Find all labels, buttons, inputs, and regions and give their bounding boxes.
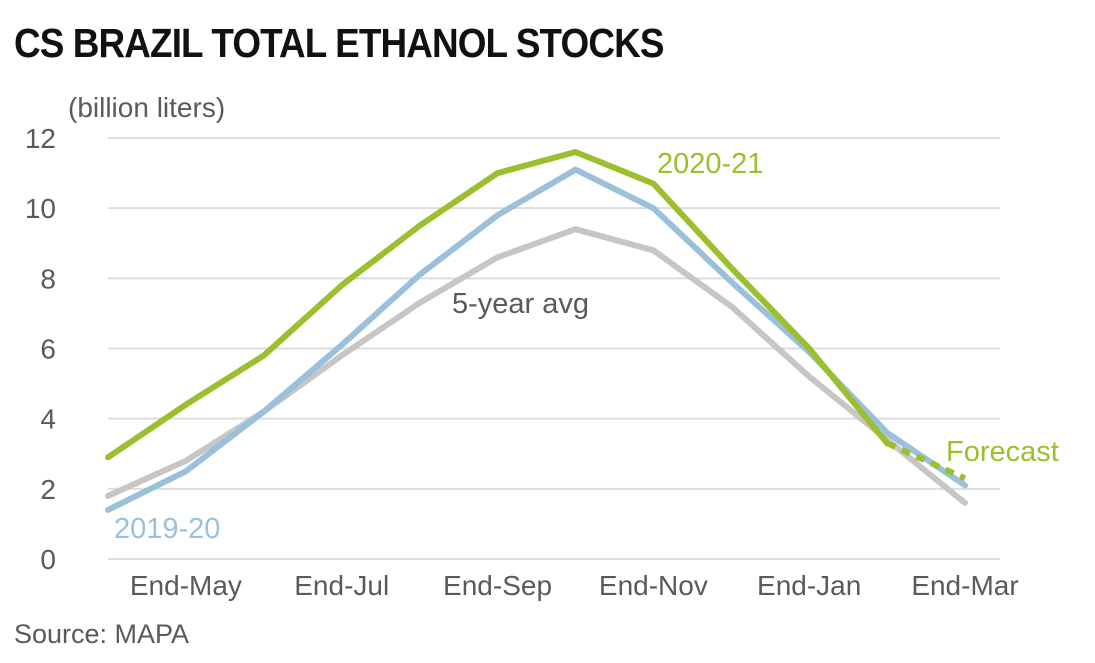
y-axis-ticks: 0 2 4 6 8 10 12 — [25, 123, 56, 575]
series-line-2019-20 — [105, 166, 968, 513]
x-tick-label: End-May — [130, 570, 242, 601]
series-label-2020-21: 2020-21 — [657, 148, 763, 180]
chart-title: CS BRAZIL TOTAL ETHANOL STOCKS — [14, 20, 664, 66]
y-axis-unit-label: (billion liters) — [68, 92, 226, 123]
x-tick-label: End-Jan — [757, 570, 861, 601]
y-tick-label: 2 — [40, 474, 56, 505]
series-line-5-year-avg — [105, 226, 968, 506]
y-tick-label: 10 — [25, 193, 56, 224]
forecast-label: Forecast — [946, 436, 1059, 468]
y-tick-label: 4 — [40, 404, 56, 435]
series-label-2019-20: 2019-20 — [114, 513, 220, 545]
series-annotations: 2020-21 5-year avg 2019-20 Forecast — [114, 148, 1059, 545]
x-tick-label: End-Mar — [911, 570, 1018, 601]
series-lines — [105, 149, 968, 513]
y-tick-label: 8 — [40, 263, 56, 294]
x-tick-label: End-Jul — [294, 570, 389, 601]
x-tick-label: End-Nov — [599, 570, 708, 601]
x-tick-label: End-Sep — [443, 570, 552, 601]
source-note: Source: MAPA — [14, 619, 190, 649]
y-tick-label: 0 — [40, 544, 56, 575]
series-line-2020-21 — [105, 149, 891, 461]
y-tick-label: 6 — [40, 334, 56, 365]
series-line-2020-21-forecast — [885, 440, 967, 482]
x-axis-ticks: End-May End-Jul End-Sep End-Nov End-Jan End-M… — [130, 570, 1019, 601]
gridlines — [108, 137, 1000, 560]
series-label-5-year-avg: 5-year avg — [452, 288, 589, 320]
y-tick-label: 12 — [25, 123, 56, 154]
